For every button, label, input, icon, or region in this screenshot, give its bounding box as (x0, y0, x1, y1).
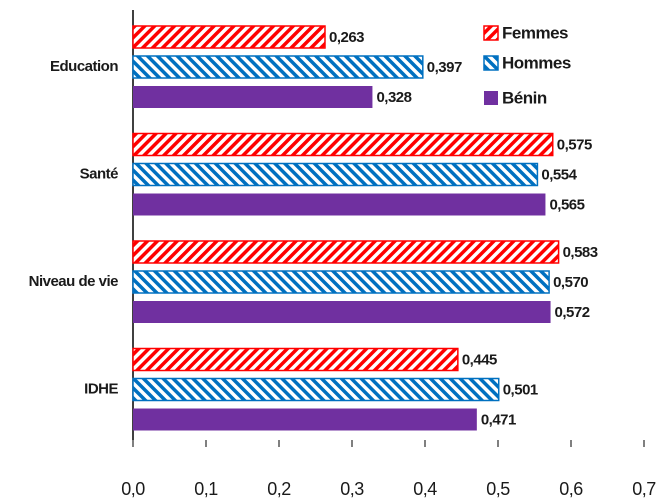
x-tick-label: 0,1 (194, 479, 218, 499)
value-label: 0,445 (462, 351, 497, 368)
bar (132, 132, 554, 157)
bar (133, 301, 551, 323)
x-tick-label: 0,7 (632, 479, 656, 499)
bar (132, 377, 500, 402)
bar (132, 162, 539, 187)
x-tick-label: 0,6 (559, 479, 583, 499)
x-tick-label: 0,2 (267, 479, 291, 499)
bar (132, 240, 560, 264)
legend-marker (483, 25, 499, 41)
value-label: 0,570 (553, 274, 588, 291)
value-label: 0,501 (503, 381, 538, 398)
bar (133, 193, 546, 216)
bar (132, 270, 550, 294)
value-label: 0,328 (376, 89, 411, 106)
value-label: 0,575 (557, 136, 592, 153)
category-label: Niveau de vie (29, 273, 119, 290)
value-label: 0,397 (427, 59, 462, 76)
value-label: 0,572 (555, 304, 590, 321)
x-tick-label: 0,0 (121, 479, 145, 499)
category-label: IDHE (84, 380, 118, 397)
bar (133, 86, 373, 108)
legend-label: Hommes (502, 53, 571, 72)
value-label: 0,554 (541, 166, 577, 183)
bar (133, 408, 477, 431)
category-label: Education (50, 58, 118, 75)
legend-label: Femmes (502, 23, 568, 42)
legend-marker (484, 91, 498, 105)
value-label: 0,263 (329, 29, 364, 46)
bar (132, 55, 424, 79)
value-label: 0,471 (481, 411, 516, 428)
category-label: Santé (80, 165, 119, 182)
x-tick-label: 0,4 (413, 479, 437, 499)
value-label: 0,583 (563, 244, 598, 261)
legend-marker (483, 55, 499, 71)
bar (132, 25, 326, 49)
value-label: 0,565 (549, 196, 584, 213)
x-tick-label: 0,5 (486, 479, 510, 499)
x-tick-label: 0,3 (340, 479, 364, 499)
legend-label: Bénin (502, 88, 547, 107)
bar (132, 347, 459, 372)
